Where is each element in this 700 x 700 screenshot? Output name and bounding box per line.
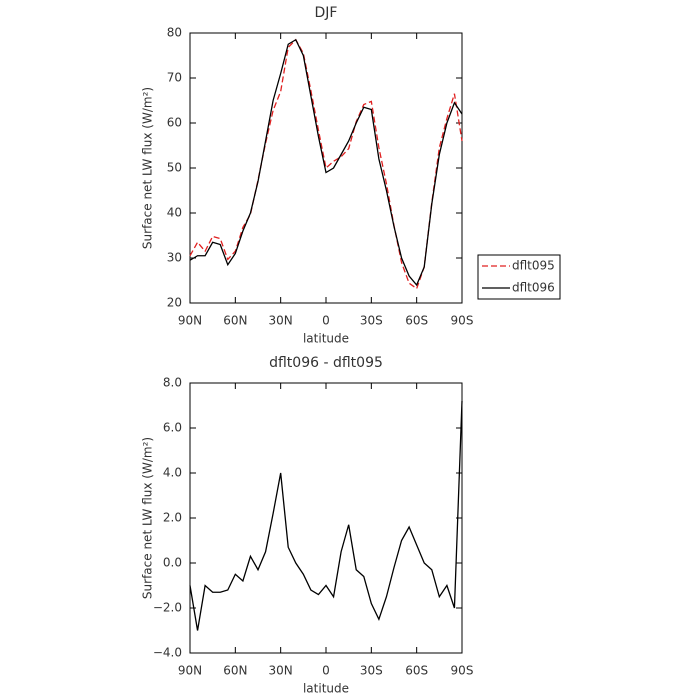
- y-tick-label: 8.0: [163, 376, 182, 390]
- y-tick-label: 80: [167, 26, 182, 40]
- plot-frame: [189, 32, 463, 304]
- legend-box: [477, 254, 561, 300]
- x-axis-label: latitude: [303, 332, 349, 346]
- y-tick-label: 0.0: [163, 556, 182, 570]
- x-tick-label: 90S: [451, 664, 474, 678]
- y-tick-label: −4.0: [153, 646, 182, 660]
- x-tick-label: 90S: [451, 314, 474, 328]
- y-tick-label: 40: [167, 206, 182, 220]
- series-line: [189, 400, 463, 631]
- x-tick-label: 0: [322, 664, 330, 678]
- chart-title: DJF: [315, 5, 338, 21]
- series-line: [189, 38, 463, 287]
- y-tick-label: −2.0: [153, 601, 182, 615]
- y-tick-label: 30: [167, 251, 182, 265]
- x-tick-label: 90N: [178, 314, 202, 328]
- x-tick-label: 30S: [360, 314, 383, 328]
- x-tick-label: 60N: [223, 664, 247, 678]
- plot-frame: [189, 382, 463, 654]
- y-tick-label: 2.0: [163, 511, 182, 525]
- legend-label: dflt095: [512, 259, 555, 273]
- x-tick-label: 30N: [269, 314, 293, 328]
- y-axis-label: Surface net LW flux (W/m²): [141, 87, 155, 249]
- x-tick-label: 0: [322, 314, 330, 328]
- x-tick-label: 90N: [178, 664, 202, 678]
- y-tick-label: 60: [167, 116, 182, 130]
- x-axis-label: latitude: [303, 682, 349, 696]
- x-tick-label: 60S: [405, 314, 428, 328]
- y-tick-label: 6.0: [163, 421, 182, 435]
- y-axis-label: Surface net LW flux (W/m²): [141, 437, 155, 599]
- x-tick-label: 30N: [269, 664, 293, 678]
- x-tick-label: 30S: [360, 664, 383, 678]
- chart-title: dflt096 - dflt095: [269, 355, 383, 371]
- y-tick-label: 4.0: [163, 466, 182, 480]
- y-tick-label: 20: [167, 296, 182, 310]
- series-line: [189, 38, 463, 290]
- y-tick-label: 50: [167, 161, 182, 175]
- x-tick-label: 60S: [405, 664, 428, 678]
- legend-label: dflt096: [512, 281, 555, 295]
- y-tick-label: 70: [167, 71, 182, 85]
- x-tick-label: 60N: [223, 314, 247, 328]
